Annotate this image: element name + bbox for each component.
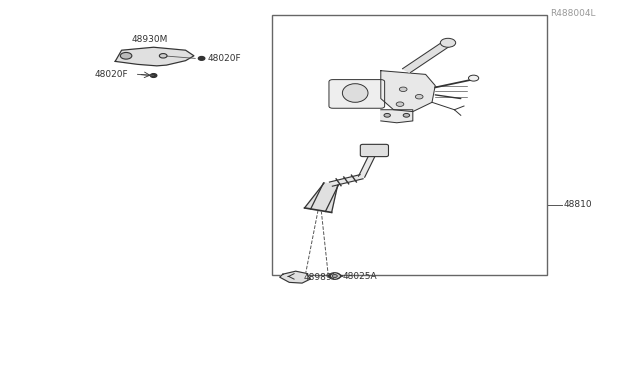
Text: 48025A: 48025A [342, 272, 377, 280]
Polygon shape [115, 47, 194, 66]
Text: 48989: 48989 [303, 273, 332, 282]
Text: 48930M: 48930M [131, 35, 168, 44]
Circle shape [150, 74, 157, 77]
Polygon shape [280, 271, 310, 283]
Text: 48020F: 48020F [95, 70, 129, 79]
Circle shape [198, 57, 205, 60]
Circle shape [159, 54, 167, 58]
Bar [272, 15, 547, 275]
Polygon shape [310, 183, 339, 211]
Circle shape [396, 102, 404, 106]
Circle shape [329, 273, 340, 279]
Polygon shape [305, 183, 338, 212]
Circle shape [468, 75, 479, 81]
Circle shape [332, 275, 337, 278]
Polygon shape [403, 41, 452, 73]
FancyBboxPatch shape [360, 144, 388, 157]
Polygon shape [330, 174, 363, 186]
Polygon shape [358, 150, 378, 177]
Circle shape [384, 113, 390, 117]
Circle shape [399, 87, 407, 92]
Polygon shape [381, 71, 435, 112]
Circle shape [415, 94, 423, 99]
Text: R488004L: R488004L [550, 9, 596, 18]
Text: 48810: 48810 [564, 200, 593, 209]
Text: 48020F: 48020F [208, 54, 242, 63]
Circle shape [440, 38, 456, 47]
Ellipse shape [342, 84, 368, 102]
Circle shape [403, 113, 410, 117]
Circle shape [120, 52, 132, 59]
FancyBboxPatch shape [329, 80, 385, 108]
Polygon shape [381, 110, 413, 123]
